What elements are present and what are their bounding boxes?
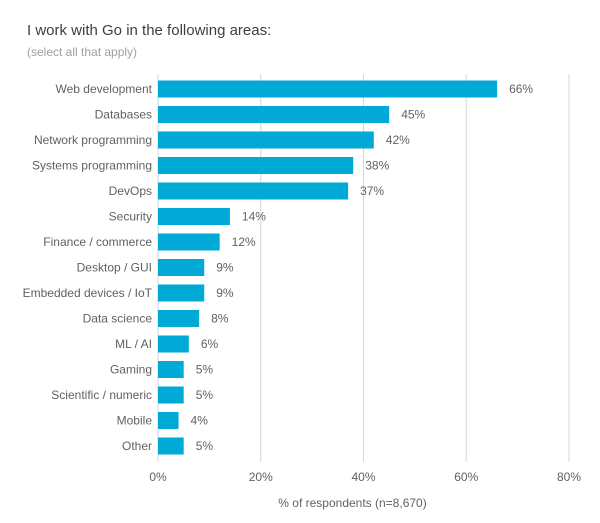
category-label: Desktop / GUI: [77, 261, 152, 275]
value-label: 12%: [232, 235, 256, 249]
category-label: Databases: [95, 108, 152, 122]
category-label: Finance / commerce: [43, 235, 152, 249]
value-label: 66%: [509, 82, 533, 96]
bar: [158, 386, 184, 404]
category-label: Gaming: [110, 363, 152, 377]
category-label: Embedded devices / IoT: [23, 286, 153, 300]
bar: [158, 80, 498, 98]
chart-subtitle: (select all that apply): [27, 45, 138, 59]
category-label: Scientific / numeric: [51, 388, 152, 402]
bar: [158, 131, 374, 149]
value-label: 38%: [365, 159, 389, 173]
value-label: 8%: [211, 312, 229, 326]
value-label: 37%: [360, 184, 384, 198]
category-label: Mobile: [117, 414, 153, 428]
bar: [158, 233, 220, 251]
category-label: DevOps: [109, 184, 152, 198]
value-label: 14%: [242, 210, 266, 224]
category-label: ML / AI: [115, 337, 152, 351]
bar: [158, 310, 200, 327]
category-label: Network programming: [34, 133, 152, 147]
x-tick-label: 60%: [454, 470, 478, 484]
x-tick-label: 0%: [149, 470, 167, 484]
x-axis-title: % of respondents (n=8,670): [278, 496, 426, 510]
bar: [158, 284, 205, 302]
bar: [158, 157, 354, 174]
x-tick-label: 20%: [249, 470, 273, 484]
x-tick-label: 80%: [557, 470, 581, 484]
value-label: 9%: [216, 286, 234, 300]
bar: [158, 361, 184, 378]
bar: [158, 182, 349, 200]
value-label: 4%: [191, 414, 209, 428]
bar: [158, 412, 179, 429]
value-label: 5%: [196, 388, 214, 402]
bar: [158, 208, 230, 225]
bar: [158, 437, 184, 455]
chart-title: I work with Go in the following areas:: [27, 22, 272, 39]
value-label: 6%: [201, 337, 219, 351]
x-tick-label: 40%: [351, 470, 375, 484]
value-label: 9%: [216, 261, 234, 275]
value-label: 5%: [196, 363, 214, 377]
value-label: 42%: [386, 133, 410, 147]
bar: [158, 259, 205, 276]
value-label: 45%: [401, 108, 425, 122]
category-label: Systems programming: [32, 159, 152, 173]
category-label: Data science: [83, 312, 153, 326]
bar: [158, 106, 390, 123]
value-label: 5%: [196, 439, 214, 453]
category-label: Other: [122, 439, 152, 453]
category-label: Security: [109, 210, 152, 224]
category-label: Web development: [55, 82, 152, 96]
bar: [158, 335, 189, 353]
